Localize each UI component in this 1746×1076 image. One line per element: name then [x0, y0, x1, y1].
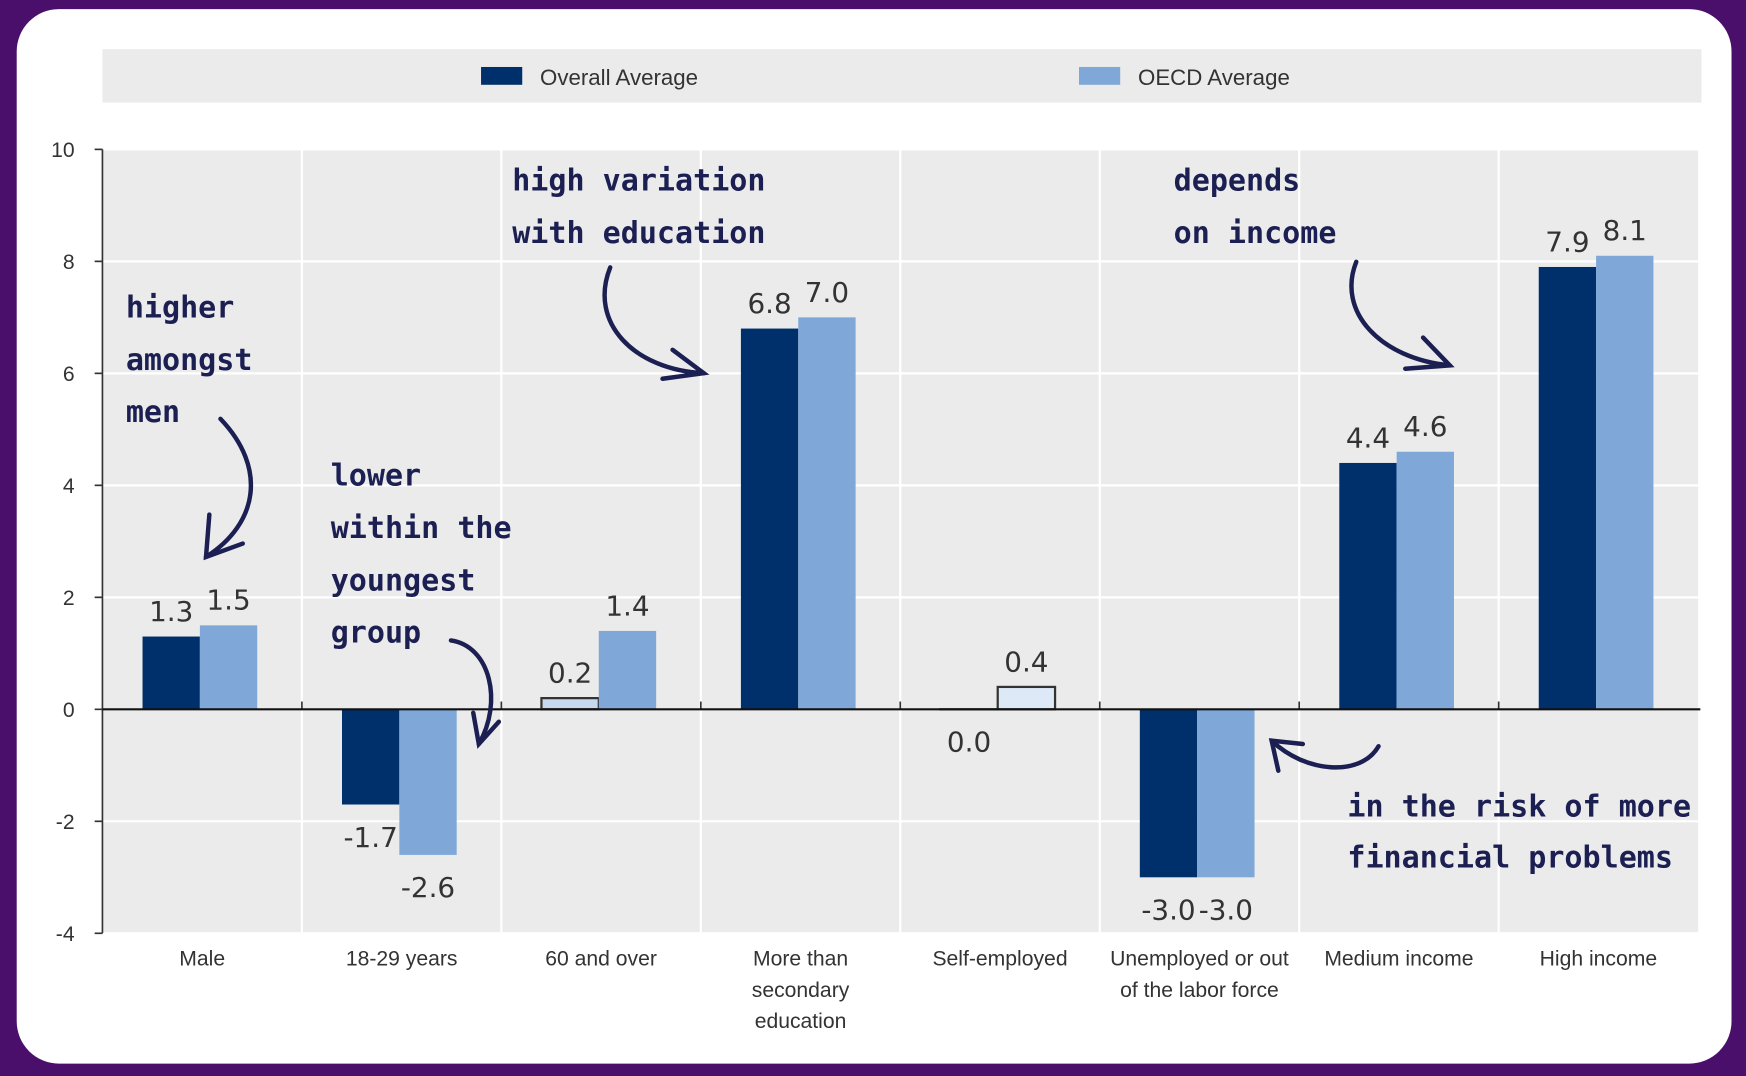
x-category-label: Male	[179, 948, 225, 971]
data-label: 8.1	[1603, 214, 1647, 247]
y-tick-label: 4	[63, 475, 75, 498]
y-tick-label: 8	[63, 251, 75, 274]
data-label: 0.4	[1004, 645, 1048, 678]
annotation-text: financial problems	[1347, 841, 1673, 876]
data-label: 1.5	[206, 584, 250, 617]
annotation-text: amongst	[126, 343, 253, 378]
arrow-icon-men	[203, 416, 254, 561]
legend-swatch-oecd	[1079, 66, 1121, 85]
bar-oecd	[1197, 709, 1255, 878]
legend-band	[102, 49, 1702, 103]
bar-overall	[740, 328, 799, 710]
y-tick-label: 0	[63, 699, 75, 722]
data-label: -3.0	[1141, 894, 1195, 927]
data-label: -2.6	[401, 871, 455, 904]
y-tick-label: 2	[63, 587, 75, 610]
y-tick-label: 6	[63, 363, 75, 386]
annotation-arrows	[203, 259, 1455, 773]
arrow-icon-income	[1349, 259, 1455, 371]
annotation-text: higher	[126, 291, 235, 326]
bar-oecd	[399, 709, 457, 855]
bar-overall	[1339, 462, 1397, 710]
annotation-text: depends	[1174, 164, 1301, 199]
bar-overall	[341, 709, 400, 805]
annotation-text: within the	[331, 511, 512, 546]
arrow-icon-risk	[1268, 738, 1381, 773]
bar-oecd	[996, 685, 1057, 711]
annotations: higher amongst men lower within the youngest g…	[126, 164, 1691, 876]
bar-overall	[1538, 266, 1597, 710]
bar-overall	[1139, 709, 1198, 878]
annotation-text: lower	[331, 459, 421, 494]
x-category-label: Self-employed	[932, 948, 1067, 971]
annotation-text: in the risk of more	[1347, 789, 1691, 824]
bar-oecd	[798, 317, 856, 710]
data-label: 6.8	[747, 287, 791, 320]
data-label: 7.0	[805, 276, 849, 309]
annotation-text: group	[331, 616, 421, 651]
annotation-text: youngest	[331, 563, 476, 598]
x-category-label: Medium income	[1324, 948, 1473, 971]
axes: -4 -2 0 2 4 6 8 10 Male 18-29 years 60 and over Mor…	[51, 139, 1701, 1033]
x-category-label: secondary	[752, 979, 850, 1002]
data-label: -3.0	[1199, 894, 1253, 927]
arrow-icon-education	[602, 265, 710, 381]
value-labels: 1.3 -1.7 0.2 6.8 0.0 -3.0 4.4 7.9 1.5 -2.6 1.4 7.0 0…	[149, 214, 1647, 926]
annotation-text: with education	[512, 216, 765, 251]
annotation-text: high variation	[512, 164, 765, 199]
x-category-label: of the labor force	[1120, 979, 1279, 1002]
data-label: 7.9	[1545, 225, 1589, 258]
y-tick-label: -4	[56, 923, 75, 946]
data-label: 1.3	[149, 595, 193, 628]
data-label: 0.2	[548, 657, 592, 690]
data-label: 4.6	[1403, 410, 1447, 443]
y-tick-label: 10	[51, 139, 75, 162]
data-label: 1.4	[605, 589, 649, 622]
x-category-label: 60 and over	[545, 948, 657, 971]
bar-oecd	[598, 630, 657, 710]
data-label: 0.0	[947, 726, 991, 759]
legend-label-overall: Overall Average	[540, 65, 698, 90]
y-tick-label: -2	[56, 811, 75, 834]
bars	[142, 255, 1654, 878]
legend-swatch-overall	[481, 66, 523, 85]
bar-oecd	[1396, 451, 1454, 710]
x-category-label: education	[755, 1010, 847, 1033]
bar-oecd	[199, 625, 258, 710]
bar-oecd	[1596, 255, 1654, 710]
x-category-label: 18-29 years	[346, 948, 458, 971]
data-label: 4.4	[1346, 421, 1390, 454]
legend: Overall Average OECD Average	[481, 65, 1290, 90]
bar-overall	[540, 697, 600, 711]
x-category-label: High income	[1540, 948, 1658, 971]
annotation-text: on income	[1174, 216, 1337, 251]
arrow-icon-group	[448, 638, 502, 749]
data-label: -1.7	[344, 821, 398, 854]
x-category-label: Unemployed or out	[1110, 948, 1289, 971]
legend-label-oecd: OECD Average	[1138, 65, 1290, 90]
x-category-label: More than	[753, 948, 848, 971]
bar-overall	[142, 636, 200, 710]
annotation-text: men	[126, 395, 180, 430]
